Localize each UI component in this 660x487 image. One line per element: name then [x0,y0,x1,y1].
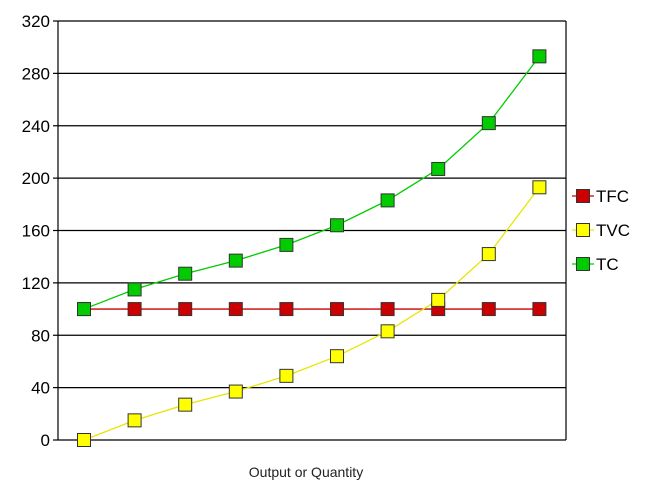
y-tick-label: 160 [22,222,50,241]
y-tick-label: 280 [22,64,50,83]
legend-marker-tfc [576,189,590,203]
y-tick-label: 200 [22,169,50,188]
tc-marker [532,49,547,64]
legend-label-tfc: TFC [596,187,629,206]
tvc-marker [431,292,446,307]
tvc-marker [532,180,547,195]
grid-layer [58,20,566,389]
tc-marker [178,266,193,281]
tvc-marker [127,413,142,428]
tfc-marker [127,302,142,317]
tfc-marker [330,302,344,317]
tvc-marker [481,247,496,262]
legend-marker-tc [576,257,590,271]
tc-marker [127,282,142,297]
axis-layer: 0 40 80 120 160 200 240 280 320 [22,12,567,450]
tfc-marker [380,302,395,317]
tfc-marker [279,302,294,317]
series-layer [77,49,547,447]
tc-marker [380,193,395,208]
tvc-marker [279,368,294,383]
y-tick-label: 40 [31,379,50,398]
legend-marker-tvc [576,223,590,237]
tc-line [83,55,540,310]
y-tick-label: 0 [41,431,50,450]
legend-layer: TFC TVC TC [572,187,630,274]
tc-marker [431,161,446,176]
tc-marker [481,116,496,131]
x-axis-title: Output or Quantity [249,464,363,480]
tfc-marker [228,302,243,317]
y-tick-label: 240 [22,117,50,136]
y-tick-label: 120 [22,274,50,293]
tvc-line [83,186,540,441]
tfc-marker [532,302,547,317]
y-tick-label: 80 [31,326,50,345]
tc-marker [279,237,294,252]
tvc-marker [330,349,344,364]
tvc-marker [380,324,395,339]
tfc-marker [481,302,496,317]
tc-marker [77,302,91,317]
legend-label-tvc: TVC [596,221,630,240]
tc-marker [330,218,344,233]
tvc-marker [228,384,243,399]
tc-marker [228,253,243,268]
y-tick-label: 320 [22,12,50,31]
tfc-marker [178,302,193,317]
tvc-marker [178,397,193,412]
legend-label-tc: TC [596,255,619,274]
tvc-marker [77,433,91,447]
